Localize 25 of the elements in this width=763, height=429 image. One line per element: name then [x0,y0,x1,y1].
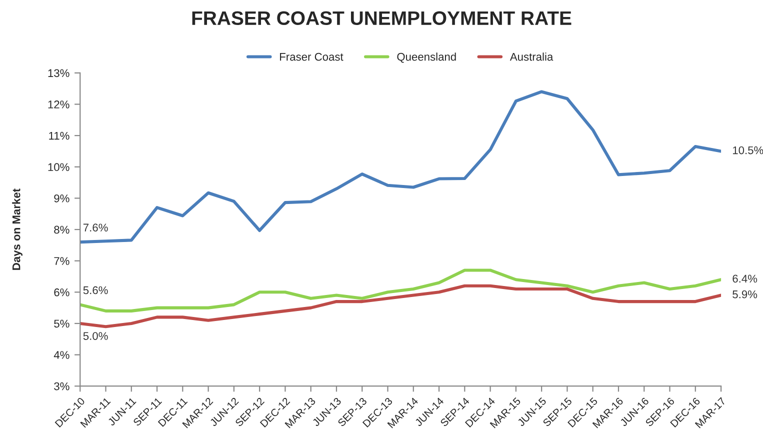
y-tick-label: 12% [48,100,70,108]
legend-label: Australia [510,52,554,61]
y-tick-label: 8% [54,226,70,234]
data-label: 10.5% [732,146,763,154]
line-series [80,284,722,328]
line-series [80,268,722,312]
data-label: 5.9% [732,290,758,298]
chart-title: FRASER COAST UNEMPLOYMENT RATE [192,11,572,26]
data-label: 7.6% [83,224,108,232]
data-label: 5.0% [83,332,108,340]
y-tick-label: 13% [48,69,70,78]
y-axis-title: Days on Market [12,188,22,270]
legend-label: Queensland [397,52,456,63]
data-label: 5.6% [83,286,108,294]
legend-label: Fraser Coast [280,52,344,61]
y-tick-label: 10% [48,163,70,172]
line-series [80,90,722,244]
y-tick-label: 3% [54,382,70,390]
y-tick-label: 9% [54,194,70,202]
y-tick-label: 6% [54,288,70,296]
y-tick-label: 7% [54,257,70,265]
y-tick-label: 11% [49,132,70,140]
y-tick-label: 5% [54,320,70,328]
y-tick-label: 4% [54,351,70,359]
data-label: 6.4% [732,274,758,283]
